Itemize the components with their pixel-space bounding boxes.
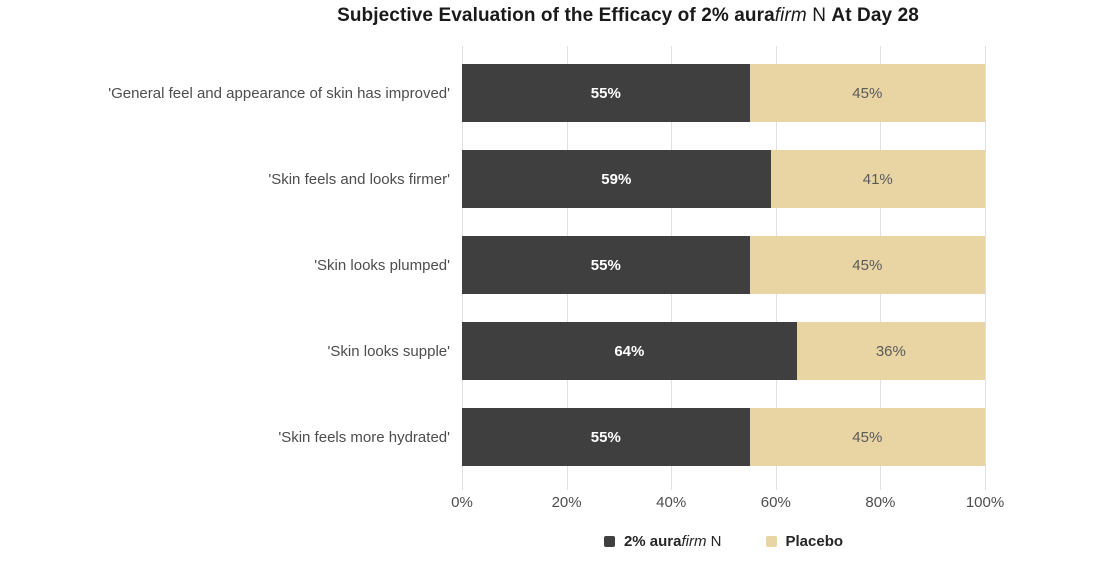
bar-value-label: 45%	[852, 84, 883, 102]
bar-segment-treatment: 55%	[462, 408, 750, 466]
category-axis: 'General feel and appearance of skin has…	[0, 46, 450, 490]
bar-value-label: 64%	[614, 342, 645, 360]
category-label: 'Skin feels more hydrated'	[278, 428, 450, 446]
bar-segment-placebo: 45%	[749, 236, 985, 294]
bar-row: 55% 45%	[462, 236, 985, 294]
gridline	[985, 46, 986, 490]
bar-segment-treatment: 64%	[462, 322, 797, 380]
bar-row: 55% 45%	[462, 408, 985, 466]
bar-segment-treatment: 55%	[462, 236, 750, 294]
plot-area: 55% 45% 59% 41% 55% 45% 64% 36% 55% 45%	[462, 46, 986, 490]
bar-value-label: 55%	[590, 84, 621, 102]
bar-value-label: 55%	[590, 428, 621, 446]
legend-label: 2% aurafirm N	[623, 533, 722, 550]
x-axis: 0% 20% 40% 60% 80% 100%	[451, 494, 1004, 514]
legend-item: Placebo	[765, 533, 844, 550]
bar-value-label: 36%	[875, 342, 906, 360]
category-label: 'General feel and appearance of skin has…	[108, 84, 450, 102]
legend-label: Placebo	[785, 533, 844, 550]
category-label: 'Skin feels and looks firmer'	[268, 170, 450, 188]
x-tick-label: 100%	[965, 494, 1005, 511]
bar-value-label: 45%	[852, 256, 883, 274]
bar-value-label: 41%	[862, 170, 893, 188]
bar-value-label: 59%	[601, 170, 632, 188]
bar-segment-treatment: 59%	[462, 150, 771, 208]
x-tick-label: 80%	[865, 494, 896, 511]
chart-title: Subjective Evaluation of the Efficacy of…	[152, 5, 1104, 27]
bar-segment-treatment: 55%	[462, 64, 750, 122]
bar-segment-placebo: 36%	[796, 322, 985, 380]
title-bold-end: At Day 28	[831, 5, 919, 26]
x-tick-label: 60%	[760, 494, 791, 511]
x-tick-label: 0%	[451, 494, 473, 511]
title-regular-segment: N	[806, 5, 832, 26]
bar-segment-placebo: 45%	[749, 64, 985, 122]
placebo-swatch-icon	[765, 536, 777, 547]
bar-value-label: 55%	[590, 256, 621, 274]
legend: 2% aurafirm N Placebo	[462, 533, 985, 550]
category-label: 'Skin looks plumped'	[314, 256, 450, 274]
legend-item: 2% aurafirm N	[603, 533, 722, 550]
title-bold-start: Subjective Evaluation of the Efficacy of…	[337, 5, 775, 26]
bar-segment-placebo: 45%	[749, 408, 985, 466]
bar-row: 59% 41%	[462, 150, 985, 208]
x-tick-label: 40%	[656, 494, 687, 511]
bar-segment-placebo: 41%	[770, 150, 985, 208]
x-tick-label: 20%	[551, 494, 582, 511]
bar-row: 64% 36%	[462, 322, 985, 380]
treatment-swatch-icon	[603, 536, 615, 547]
bar-value-label: 45%	[852, 428, 883, 446]
category-label: 'Skin looks supple'	[327, 342, 450, 360]
title-italic-segment: firm	[774, 5, 807, 26]
bar-row: 55% 45%	[462, 64, 985, 122]
